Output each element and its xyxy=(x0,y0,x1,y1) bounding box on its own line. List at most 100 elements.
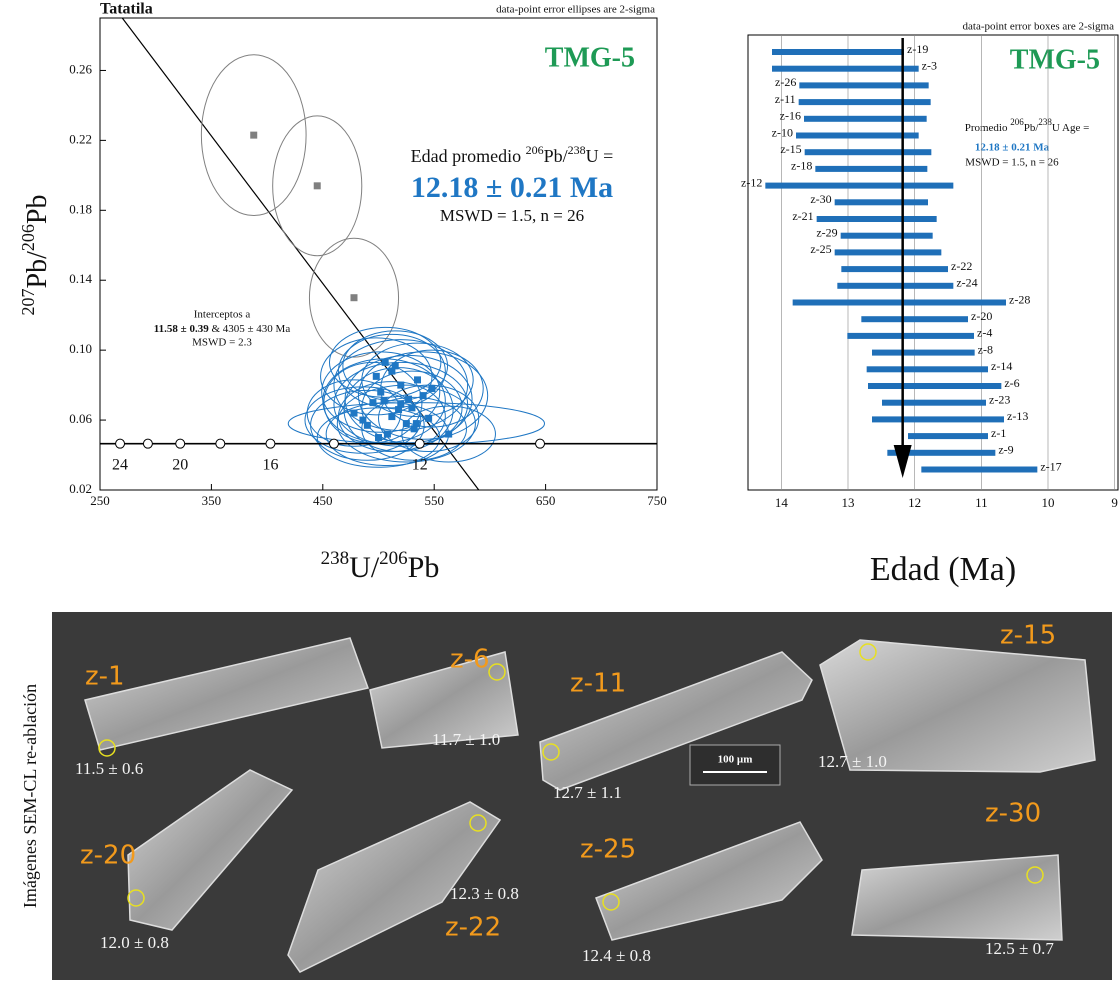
scale-bar-box xyxy=(689,744,781,786)
sup: 206 xyxy=(18,224,38,251)
bar-label: z-20 xyxy=(971,309,992,323)
error-ellipse xyxy=(342,330,449,402)
text: Pb xyxy=(22,195,53,225)
y-axis-label: 207Pb/206Pb xyxy=(18,195,53,316)
mean-age: 12.18 ± 0.21 Ma xyxy=(411,171,613,204)
x-tick-label: 750 xyxy=(647,493,667,508)
x-tick-label: 10 xyxy=(1042,495,1055,510)
bar-label: z-21 xyxy=(792,209,813,223)
plot-frame xyxy=(99,17,658,491)
error-ellipse xyxy=(316,407,441,468)
concordia-age-label: 20 xyxy=(172,456,188,473)
error-box xyxy=(921,466,1038,473)
grain-age: 12.7 ± 1.0 xyxy=(818,752,887,771)
grain-label: z-22 xyxy=(445,913,501,943)
bar-label: z-4 xyxy=(977,326,992,340)
sup: 238 xyxy=(1038,117,1052,127)
data-point xyxy=(413,376,421,384)
ablation-spot xyxy=(127,889,145,907)
ablation-spot xyxy=(542,743,560,761)
error-box xyxy=(887,449,996,456)
error-box xyxy=(799,82,929,89)
data-point xyxy=(363,421,371,429)
error-box xyxy=(816,216,937,222)
intercept-label: Interceptos a xyxy=(194,309,251,321)
error-ellipse xyxy=(401,405,496,463)
concordia-age-label: 16 xyxy=(262,456,278,473)
data-point xyxy=(397,400,405,408)
error-ellipse xyxy=(337,333,446,409)
intercept-mswd: MSWD = 2.3 xyxy=(192,337,252,349)
zircon-grain xyxy=(369,651,519,749)
bar-label: z-11 xyxy=(775,92,796,106)
y-tick-label: 0.26 xyxy=(69,61,92,76)
data-point xyxy=(350,409,358,417)
grain-label: z-20 xyxy=(80,841,136,871)
ablation-spot xyxy=(602,893,620,911)
bar-label: z-14 xyxy=(991,359,1012,373)
bar-label: z-8 xyxy=(978,342,993,356)
x-tick-label: 13 xyxy=(842,495,855,510)
bar-label: z-19 xyxy=(907,42,928,56)
scale-bar-label: 100 µm xyxy=(718,754,753,766)
bar-label: z-13 xyxy=(1007,409,1028,423)
bar-label: z-23 xyxy=(989,392,1010,406)
concordia-marker xyxy=(328,438,339,449)
error-box xyxy=(868,383,1002,389)
data-point xyxy=(388,367,396,375)
text: Edad promedio xyxy=(411,146,526,166)
bar-label: z-18 xyxy=(791,159,812,173)
bar-label: z-1 xyxy=(991,426,1006,440)
ablation-spot xyxy=(859,643,877,661)
y-tick-label: 0.10 xyxy=(69,341,92,356)
x-tick-label: 11 xyxy=(975,495,988,510)
sup: 238 xyxy=(321,548,350,569)
error-box xyxy=(792,299,1006,306)
error-ellipse xyxy=(336,384,476,463)
concordia-marker xyxy=(265,438,276,449)
error-box xyxy=(882,399,986,406)
zircon-grain xyxy=(84,637,369,751)
data-point xyxy=(369,399,377,407)
data-point xyxy=(425,414,433,422)
x-tick-label: 14 xyxy=(775,495,789,510)
error-box xyxy=(834,249,942,256)
error-ellipse xyxy=(310,389,425,461)
data-point xyxy=(391,362,399,370)
text: U Age = xyxy=(1052,122,1089,134)
data-point xyxy=(408,404,416,412)
grain-age: 12.4 ± 0.8 xyxy=(582,946,651,965)
error-ellipse xyxy=(344,354,473,444)
concordia-marker xyxy=(215,438,226,449)
sup: 207 xyxy=(18,288,38,315)
error-box xyxy=(908,433,988,440)
bar-label: z-17 xyxy=(1040,459,1061,473)
text: U/ xyxy=(349,551,380,584)
error-box xyxy=(837,282,954,289)
zircon-grain xyxy=(819,639,1096,773)
data-point xyxy=(380,397,388,405)
grain-age: 11.7 ± 1.0 xyxy=(432,730,500,749)
data-point xyxy=(410,425,418,433)
x-tick-label: 350 xyxy=(202,493,222,508)
x-tick-label: 9 xyxy=(1111,495,1118,510)
x-tick-label: 250 xyxy=(90,493,110,508)
grain-label: z-6 xyxy=(450,645,490,675)
x-tick-label: 450 xyxy=(313,493,333,508)
text: & 4305 ± 430 Ma xyxy=(209,323,291,335)
plot-frame xyxy=(747,34,1119,491)
mswd: MSWD = 1.5, n = 26 xyxy=(965,157,1059,169)
data-point xyxy=(402,420,410,428)
bar-label: z-3 xyxy=(922,58,937,72)
bar-label: z-24 xyxy=(956,276,977,290)
data-point xyxy=(375,434,382,442)
data-point xyxy=(419,392,427,400)
grain-label: z-15 xyxy=(1000,621,1056,651)
error-ellipse xyxy=(308,237,400,358)
zircon-grain xyxy=(851,854,1063,941)
sample-label: TMG-5 xyxy=(1010,44,1100,75)
text: Pb/ xyxy=(1024,122,1040,134)
error-box xyxy=(796,132,919,139)
mswd: MSWD = 1.5, n = 26 xyxy=(440,206,584,225)
error-box xyxy=(847,332,974,339)
